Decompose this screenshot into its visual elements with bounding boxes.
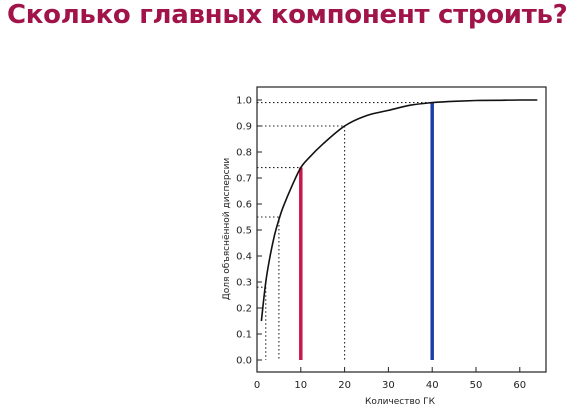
y-tick-label: 0.0 bbox=[236, 356, 252, 367]
x-tick-label: 30 bbox=[382, 380, 395, 391]
x-tick-label: 20 bbox=[338, 380, 351, 391]
y-axis-label: Доля объяснённой дисперсии bbox=[222, 158, 232, 301]
x-tick-label: 10 bbox=[294, 380, 307, 391]
y-tick-label: 0.7 bbox=[236, 174, 252, 185]
y-tick-label: 0.2 bbox=[236, 304, 252, 315]
x-tick-label: 0 bbox=[254, 380, 260, 391]
y-tick-label: 0.5 bbox=[236, 226, 252, 237]
y-tick-label: 0.6 bbox=[236, 200, 252, 211]
slide-title: Сколько главных компонент строить? bbox=[7, 0, 568, 30]
y-tick-label: 0.1 bbox=[236, 330, 252, 341]
x-axis-label: Количество ГК bbox=[365, 397, 436, 407]
y-tick-label: 0.8 bbox=[236, 148, 252, 159]
y-tick-label: 1.0 bbox=[236, 96, 252, 107]
x-tick-label: 40 bbox=[426, 380, 439, 391]
cumulative-variance-curve bbox=[260, 99, 538, 322]
y-tick-label: 0.3 bbox=[236, 278, 252, 289]
y-tick-label: 0.4 bbox=[236, 252, 252, 263]
y-tick-label: 0.9 bbox=[236, 122, 252, 133]
x-tick-label: 50 bbox=[470, 380, 483, 391]
x-tick-label: 60 bbox=[513, 380, 526, 391]
